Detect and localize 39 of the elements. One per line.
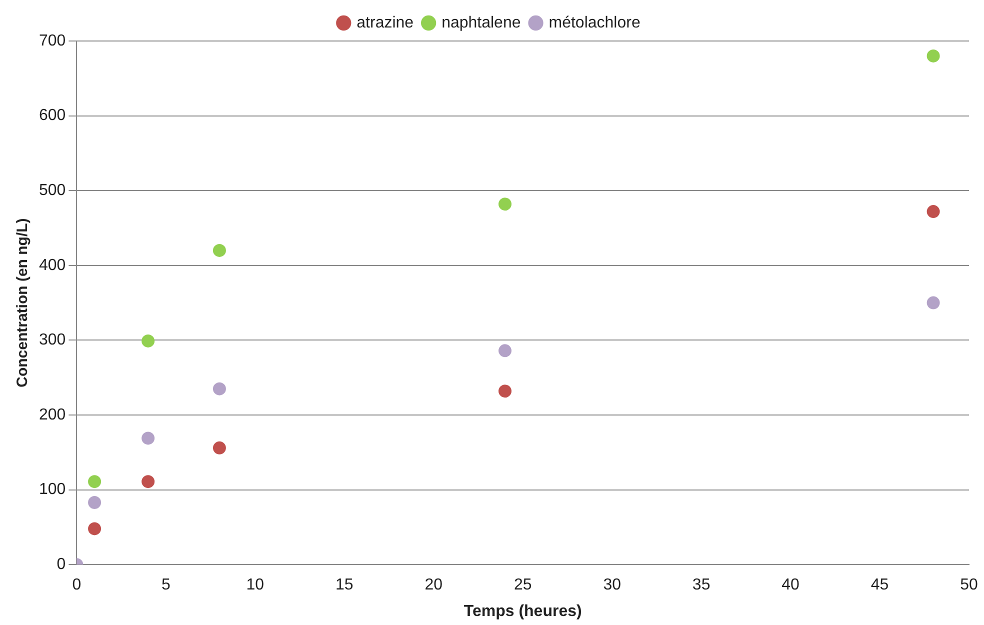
x-tick-label: 30 bbox=[603, 576, 622, 594]
x-tick-label: 25 bbox=[514, 576, 532, 594]
point bbox=[498, 344, 512, 358]
point bbox=[212, 382, 226, 396]
point bbox=[926, 205, 940, 218]
y-tick-label: 500 bbox=[38, 182, 66, 200]
legend-label: atrazine bbox=[356, 14, 414, 32]
point bbox=[142, 432, 155, 445]
point bbox=[88, 496, 102, 510]
x-tick-label: 5 bbox=[161, 576, 170, 594]
point bbox=[142, 475, 155, 488]
y-tick-label: 700 bbox=[38, 32, 66, 50]
point bbox=[88, 522, 102, 536]
point bbox=[88, 475, 102, 488]
legend-label: métolachlore bbox=[548, 14, 640, 32]
x-tick-label: 15 bbox=[335, 576, 354, 594]
x-tick-label: 10 bbox=[246, 576, 264, 594]
point bbox=[498, 384, 512, 398]
x-tick-label: 35 bbox=[692, 576, 710, 594]
y-tick-label: 400 bbox=[38, 256, 66, 274]
y-tick-label: 600 bbox=[38, 107, 66, 124]
x-tick-label: 0 bbox=[72, 576, 82, 594]
x-tick-label: 45 bbox=[870, 576, 889, 594]
y-tick-label: 200 bbox=[38, 406, 66, 424]
x-axis-title: Temps (heures) bbox=[464, 602, 582, 620]
y-tick-label: 0 bbox=[56, 556, 66, 574]
point bbox=[212, 441, 226, 454]
legend-label: naphtalene bbox=[442, 14, 521, 32]
point bbox=[926, 296, 940, 310]
point bbox=[212, 244, 226, 257]
y-axis-title: Concentration (en ng/L) bbox=[14, 218, 32, 388]
point bbox=[926, 49, 940, 62]
y-tick-label: 100 bbox=[38, 481, 66, 498]
y-tick-label: 300 bbox=[38, 332, 66, 349]
point bbox=[142, 334, 155, 348]
point bbox=[498, 198, 512, 211]
x-tick-label: 50 bbox=[960, 576, 978, 594]
x-tick-label: 20 bbox=[424, 576, 443, 594]
x-tick-label: 40 bbox=[782, 576, 800, 594]
